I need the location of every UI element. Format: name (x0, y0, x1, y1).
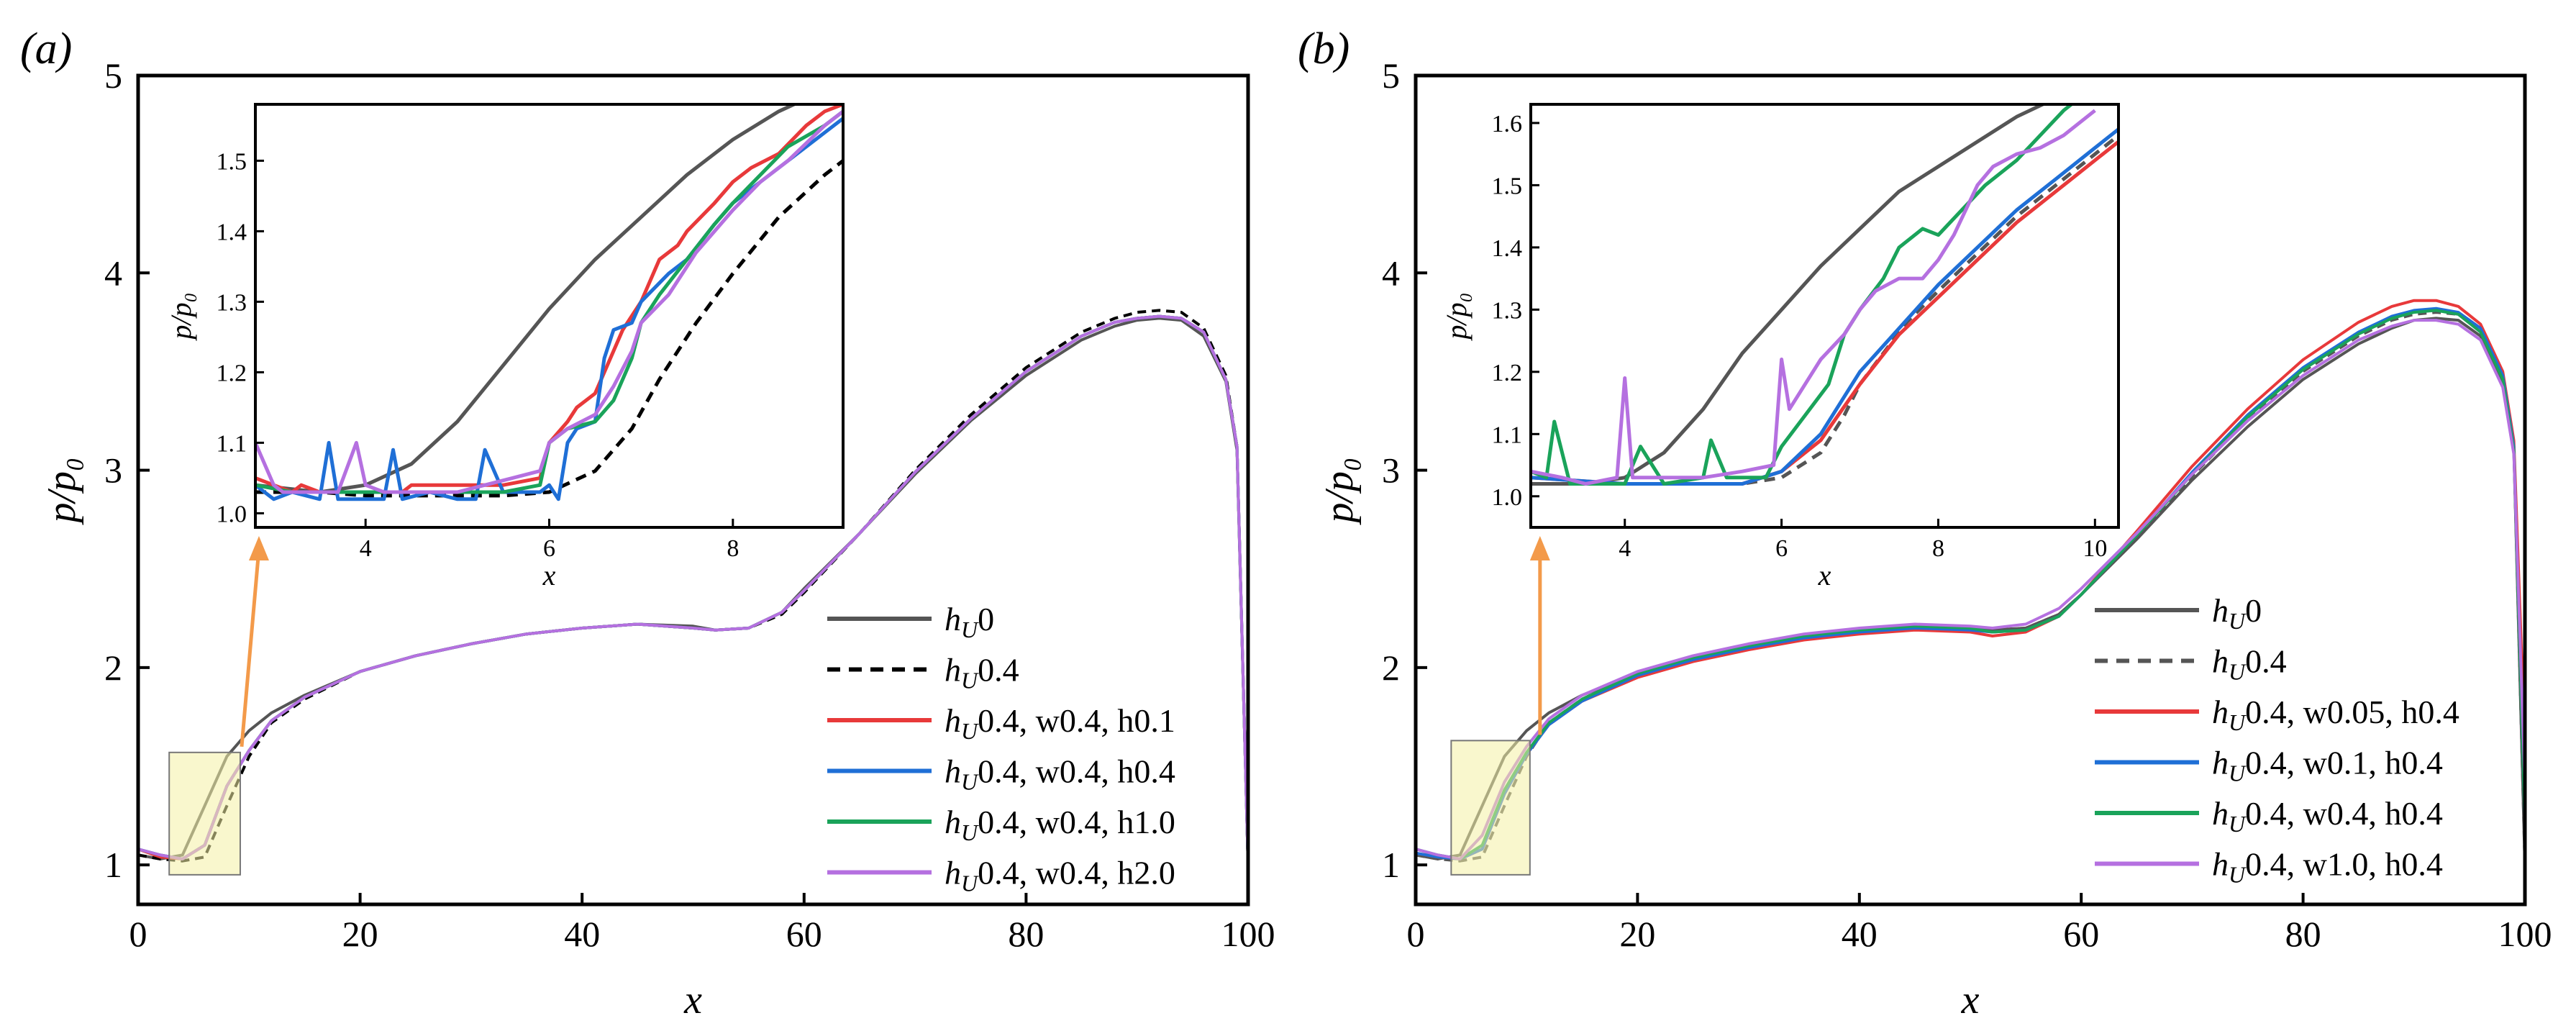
legend-label: hU0 (945, 601, 994, 642)
legend: hU0 hU0.4 hU0.4, w0.4, h0.1 hU0.4, w0.4, h0… (827, 601, 1175, 896)
legend-label: hU0.4, w0.4, h2.0 (945, 855, 1175, 896)
inset-y-tick-label: 1.1 (217, 430, 247, 457)
axes-frame (1414, 73, 2527, 907)
y-tick-label: 3 (104, 450, 122, 491)
inset-y-tick-label: 1.5 (217, 148, 247, 175)
y-axis-title: p/p₀ (40, 457, 84, 525)
main-series-line-5 (138, 314, 1248, 866)
zoom-box (168, 751, 241, 876)
inset-y-axis-title: p/p₀ (165, 292, 197, 341)
x-axis-title: x (1961, 978, 1980, 1022)
y-tick-label: 2 (104, 648, 122, 688)
inset-series-group (255, 104, 843, 501)
inset: 4 6 8 1.0 1.1 1.2 1.3 1.4 1.5 x p/p₀ (165, 103, 845, 591)
x-tick-label: 40 (564, 914, 600, 954)
inset-y-tick-label: 1.0 (217, 501, 247, 527)
y-tick-label: 3 (1382, 450, 1400, 491)
x-tick-label: 100 (1221, 914, 1275, 954)
inset: 4 6 8 10 1.0 1.1 1.2 1.3 1.4 1.5 1.6 x p/p₀ (1440, 103, 2120, 591)
y-tick-label: 2 (1382, 648, 1400, 688)
legend-label: hU0.4, w1.0, h0.4 (2212, 846, 2443, 888)
legend-label: hU0.4, w0.4, h0.1 (945, 702, 1175, 744)
x-tick-label: 100 (2498, 914, 2552, 954)
x-tick-label: 40 (1842, 914, 1878, 954)
axes-frame (136, 73, 1250, 907)
legend-label: hU0.4, w0.05, h0.4 (2212, 694, 2459, 735)
y-tick-label: 5 (104, 55, 122, 96)
inset-frame (1529, 103, 2120, 529)
inset-x-tick-label: 4 (360, 535, 372, 562)
panel-label: (b) (1298, 24, 1350, 73)
inset-x-tick-label: 6 (1775, 535, 1788, 562)
legend-label: hU0.4 (2212, 643, 2287, 685)
x-tick-label: 20 (1619, 914, 1655, 954)
inset-y-tick-label: 1.4 (1492, 235, 1523, 262)
inset-series-group (1531, 104, 2118, 486)
x-tick-label: 0 (1407, 914, 1425, 954)
legend-label: hU0 (2212, 592, 2262, 634)
y-tick-label: 5 (1382, 55, 1400, 96)
panel-b: (b) 0 20 40 60 80 100 1 2 3 4 5 x p/p₀ hU0 hU0.4 hU0.4, … (1298, 24, 2552, 1022)
inset-x-tick-label: 4 (1619, 535, 1631, 562)
inset-series-line-3 (1531, 127, 2118, 486)
inset-x-tick-label: 8 (1932, 535, 1944, 562)
x-axis-title: x (683, 978, 702, 1022)
zoom-box (1450, 740, 1531, 876)
main-series-line-1 (1416, 311, 2525, 866)
zoom-arrow (240, 548, 261, 748)
legend-label: hU0.4, w0.4, h0.4 (2212, 795, 2443, 837)
x-tick-label: 60 (2063, 914, 2099, 954)
inset-series-line-5 (1531, 109, 2096, 486)
inset-y-tick-label: 1.2 (217, 360, 247, 386)
inset-x-tick-label: 8 (727, 535, 739, 562)
y-tick-label: 1 (104, 845, 122, 885)
series-group (138, 309, 1248, 866)
inset-y-tick-label: 1.3 (217, 289, 247, 316)
legend-label: hU0.4, w0.4, h0.4 (945, 753, 1175, 795)
legend-label: hU0.4 (945, 652, 1019, 694)
legend: hU0 hU0.4 hU0.4, w0.05, h0.4 hU0.4, w0.1, h… (2095, 592, 2459, 888)
panel-label: (a) (20, 24, 72, 73)
inset-y-tick-label: 1.1 (1492, 422, 1523, 448)
inset-x-axis-title: x (542, 559, 556, 591)
x-tick-label: 80 (1008, 914, 1044, 954)
inset-y-tick-label: 1.4 (217, 219, 247, 245)
inset-series-line-5 (255, 109, 843, 494)
y-tick-label: 1 (1382, 845, 1400, 885)
legend-label: hU0.4, w0.4, h1.0 (945, 804, 1175, 845)
legend-label: hU0.4, w0.1, h0.4 (2212, 745, 2443, 786)
inset-y-tick-label: 1.6 (1492, 111, 1523, 137)
y-tick-label: 4 (104, 253, 122, 293)
zoom-arrowhead (248, 536, 269, 560)
inset-y-tick-label: 1.3 (1492, 297, 1523, 324)
y-tick-label: 4 (1382, 253, 1400, 293)
inset-y-axis-title: p/p₀ (1440, 292, 1473, 341)
inset-background (1531, 104, 2118, 527)
inset-background (255, 104, 843, 527)
inset-y-tick-label: 1.5 (1492, 173, 1523, 199)
panel-a: (a) 0 20 40 60 80 100 1 2 3 4 5 x p/p₀ hU0 hU0.4 hU0.4, … (20, 24, 1275, 1022)
inset-x-tick-label: 10 (2083, 535, 2107, 562)
inset-y-tick-label: 1.0 (1492, 484, 1523, 511)
x-tick-label: 20 (342, 914, 378, 954)
zoom-arrowhead (1529, 536, 1550, 560)
y-axis-title: p/p₀ (1317, 457, 1362, 525)
x-tick-label: 80 (2285, 914, 2321, 954)
x-tick-label: 60 (786, 914, 822, 954)
inset-y-tick-label: 1.2 (1492, 360, 1523, 386)
inset-series-line-4 (1531, 104, 2075, 486)
inset-x-tick-label: 6 (543, 535, 555, 562)
inset-x-axis-title: x (1818, 559, 1831, 591)
x-tick-label: 0 (129, 914, 147, 954)
